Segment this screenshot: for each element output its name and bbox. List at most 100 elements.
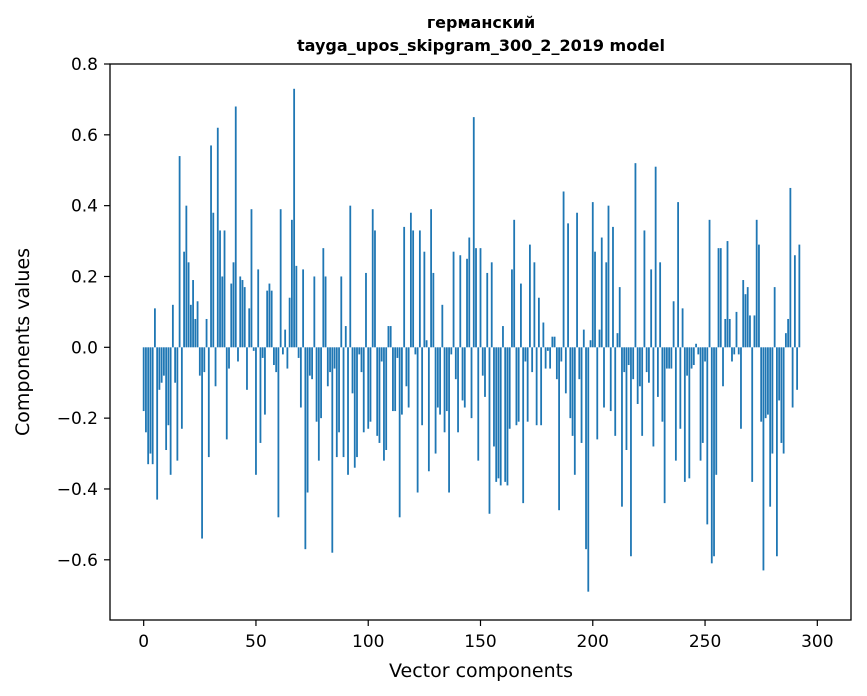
- bar-69: [297, 347, 300, 358]
- bar-240: [681, 308, 684, 348]
- bar-22: [192, 280, 194, 348]
- bar-18: [183, 251, 185, 348]
- bar-72: [304, 347, 307, 550]
- bar-84: [331, 347, 334, 553]
- bar-280: [771, 347, 774, 454]
- bar-108: [385, 347, 388, 451]
- bar-188: [564, 347, 567, 394]
- bar-243: [688, 347, 691, 479]
- bar-67: [293, 88, 296, 348]
- bar-245: [692, 347, 695, 366]
- bar-281: [773, 287, 776, 348]
- bar-256: [717, 248, 720, 348]
- bar-154: [488, 347, 491, 514]
- bar-76: [313, 276, 316, 348]
- bar-117: [405, 347, 408, 387]
- bar-176: [537, 297, 540, 348]
- bar-255: [715, 347, 718, 475]
- bar-198: [587, 347, 590, 592]
- bar-109: [387, 326, 390, 348]
- bar-70: [299, 347, 302, 408]
- bar-104: [376, 347, 379, 436]
- bar-78: [317, 347, 320, 461]
- bar-140: [457, 347, 459, 433]
- x-axis-label: Vector components: [389, 660, 573, 682]
- bar-195: [580, 347, 583, 443]
- bar-52: [259, 347, 262, 443]
- bar-269: [746, 287, 749, 348]
- bar-82: [326, 347, 329, 387]
- bar-131: [436, 347, 439, 408]
- bar-123: [418, 230, 421, 348]
- bar-177: [540, 347, 543, 426]
- bar-262: [731, 347, 733, 362]
- bar-50: [255, 347, 257, 475]
- bar-261: [728, 318, 731, 348]
- bar-187: [562, 191, 565, 348]
- bar-160: [502, 326, 504, 348]
- bar-184: [555, 347, 558, 380]
- bar-279: [769, 347, 772, 507]
- bar-238: [677, 202, 679, 348]
- bar-204: [600, 237, 603, 348]
- bar-275: [760, 347, 763, 422]
- bar-95: [356, 347, 358, 458]
- bar-112: [394, 347, 397, 412]
- bar-158: [497, 347, 500, 479]
- bar-159: [499, 347, 502, 486]
- bar-40: [232, 262, 235, 348]
- y-tick-label: 0.0: [71, 338, 98, 358]
- y-tick-label: 0.6: [71, 126, 98, 146]
- bar-143: [463, 347, 466, 408]
- bar-175: [535, 347, 538, 426]
- bar-167: [517, 347, 520, 422]
- bar-194: [578, 347, 581, 380]
- bar-284: [780, 347, 783, 443]
- bar-39: [230, 283, 233, 348]
- bar-118: [407, 347, 410, 408]
- bar-46: [246, 347, 248, 390]
- bar-57: [270, 290, 273, 348]
- bar-136: [448, 347, 450, 493]
- plot-frame: [109, 63, 852, 621]
- bar-152: [484, 347, 486, 397]
- bar-128: [430, 209, 432, 348]
- bar-232: [663, 347, 666, 504]
- bar-171: [526, 347, 529, 422]
- bar-17: [180, 347, 183, 429]
- chart-title: германский: [427, 13, 535, 32]
- bar-21: [189, 304, 192, 348]
- bar-55: [266, 290, 269, 348]
- bar-170: [524, 347, 527, 362]
- chart-subtitle: tayga_upos_skipgram_300_2_2019 model: [297, 36, 665, 55]
- bar-199: [589, 340, 592, 348]
- bar-63: [284, 329, 287, 348]
- bar-3: [149, 347, 152, 454]
- bar-215: [625, 347, 628, 451]
- bar-264: [735, 311, 738, 348]
- bar-153: [486, 272, 489, 348]
- bar-135: [445, 347, 448, 412]
- bar-247: [697, 347, 700, 355]
- bar-288: [789, 187, 792, 348]
- bar-272: [753, 315, 756, 348]
- bar-37: [225, 347, 228, 440]
- bar-182: [551, 336, 554, 348]
- bar-163: [508, 347, 511, 429]
- bar-207: [607, 205, 610, 348]
- bar-51: [257, 269, 260, 348]
- bar-267: [742, 280, 745, 348]
- bar-86: [335, 347, 338, 458]
- bar-249: [701, 347, 704, 443]
- bar-151: [481, 347, 484, 376]
- bar-92: [349, 205, 352, 348]
- bar-233: [665, 347, 668, 369]
- bar-25: [198, 347, 201, 376]
- bar-9: [162, 347, 165, 376]
- bar-23: [194, 318, 197, 348]
- bar-145: [468, 237, 471, 348]
- bar-125: [423, 251, 426, 348]
- bar-114: [398, 347, 401, 518]
- bar-137: [450, 347, 453, 355]
- bar-93: [351, 347, 354, 394]
